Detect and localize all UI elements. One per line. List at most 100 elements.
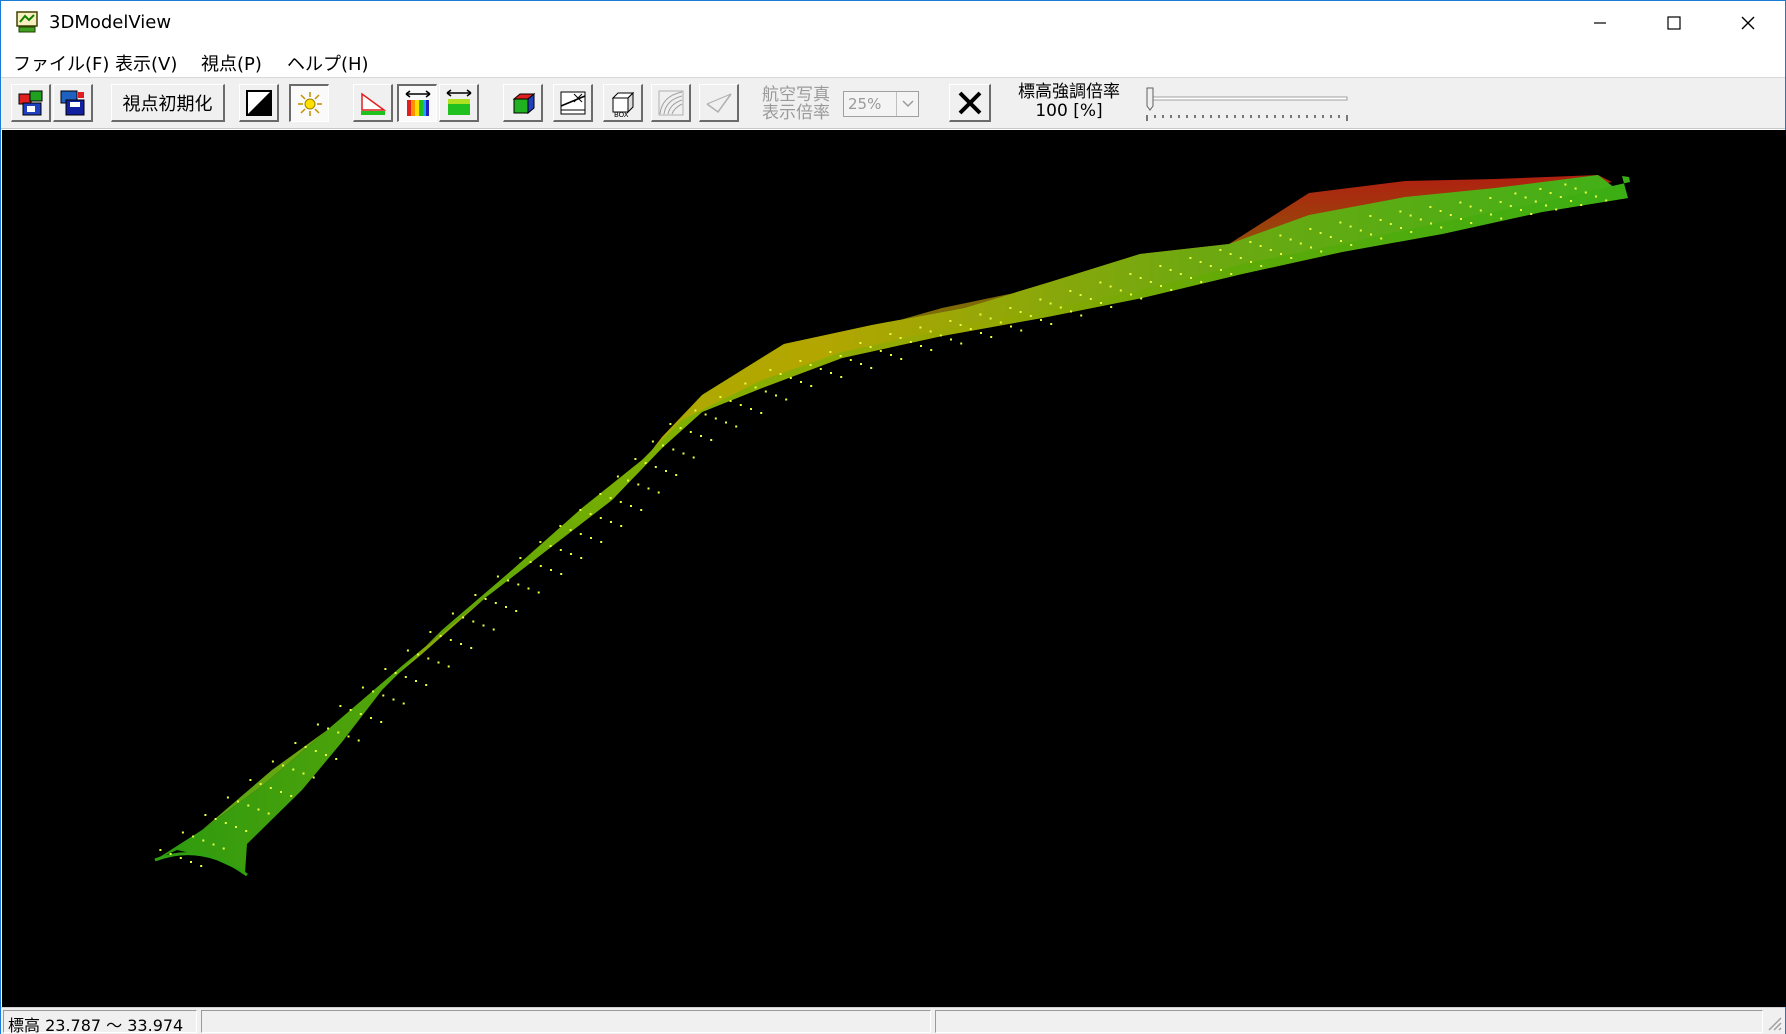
survey-point: [647, 487, 650, 490]
survey-point: [725, 421, 727, 424]
survey-point: [1139, 277, 1142, 279]
resize-grip-icon[interactable]: [1765, 1014, 1783, 1032]
close-button[interactable]: [1711, 1, 1785, 45]
survey-point: [1070, 310, 1072, 313]
survey-point: [657, 491, 660, 494]
survey-point: [267, 812, 270, 815]
survey-point: [505, 606, 507, 608]
survey-point: [1209, 265, 1212, 267]
survey-point: [979, 313, 982, 316]
menu-file[interactable]: ファイル(F): [13, 54, 110, 75]
survey-point: [449, 639, 452, 641]
survey-point: [302, 772, 305, 775]
survey-point: [1439, 210, 1442, 212]
save-file-button[interactable]: [53, 84, 93, 122]
survey-point: [600, 541, 603, 543]
survey-point: [675, 474, 678, 476]
survey-point: [775, 394, 777, 397]
survey-point: [679, 427, 682, 429]
profile-line-button[interactable]: [699, 84, 739, 122]
svg-text:BOX: BOX: [614, 111, 629, 118]
survey-point: [580, 557, 583, 559]
survey-point: [539, 541, 542, 543]
survey-point: [1239, 257, 1242, 259]
survey-point: [729, 400, 732, 402]
survey-point: [1539, 188, 1542, 190]
survey-point: [1339, 221, 1342, 224]
survey-point: [1020, 329, 1023, 332]
survey-point: [627, 479, 630, 482]
survey-point: [1559, 196, 1562, 198]
survey-point: [989, 317, 992, 320]
survey-point: [237, 800, 240, 803]
terrain-model-canvas[interactable]: [2, 130, 1786, 1007]
survey-point: [1499, 201, 1502, 203]
bounding-box-button[interactable]: BOX: [603, 84, 643, 122]
maximize-button[interactable]: [1637, 1, 1711, 45]
survey-point: [212, 843, 215, 846]
survey-point: [357, 739, 360, 742]
survey-point: [402, 702, 405, 705]
aerial-zoom-select[interactable]: 25%: [843, 91, 919, 117]
survey-point: [1279, 234, 1282, 237]
survey-point: [744, 382, 747, 385]
survey-point: [1250, 261, 1252, 263]
survey-point: [1130, 293, 1132, 296]
menu-help[interactable]: ヘルプ(H): [287, 54, 369, 75]
survey-point: [620, 525, 623, 527]
survey-point: [1299, 242, 1302, 245]
terrain-lower-surface: [155, 176, 1630, 873]
survey-point: [579, 533, 582, 535]
survey-point: [930, 349, 933, 351]
survey-point: [1219, 249, 1222, 251]
survey-point: [1059, 306, 1062, 309]
survey-point: [616, 475, 619, 478]
survey-point: [339, 705, 342, 707]
survey-point: [920, 345, 922, 347]
survey-point: [789, 377, 792, 379]
survey-point: [494, 602, 497, 604]
3d-model-viewport[interactable]: [2, 130, 1786, 1007]
survey-point: [1379, 219, 1382, 221]
survey-point: [700, 435, 702, 437]
survey-point: [1479, 209, 1482, 212]
survey-point: [710, 439, 713, 441]
cross-section-button[interactable]: [553, 84, 593, 122]
survey-point: [800, 381, 802, 383]
survey-point: [1039, 298, 1042, 301]
minimize-button[interactable]: [1563, 1, 1637, 45]
green-scale-button[interactable]: [439, 84, 479, 122]
survey-point: [939, 334, 942, 337]
survey-point: [415, 680, 417, 682]
minimize-icon: [1594, 22, 1606, 24]
clear-button[interactable]: [949, 84, 991, 122]
survey-point: [830, 372, 832, 374]
dropdown-arrow[interactable]: [896, 92, 918, 116]
menu-viewpoint[interactable]: 視点(P): [201, 54, 262, 75]
survey-point: [537, 591, 540, 594]
survey-point: [1530, 213, 1533, 215]
solid-model-button[interactable]: [503, 84, 543, 122]
elevation-emphasis-slider[interactable]: [1141, 86, 1357, 124]
survey-point: [337, 731, 340, 734]
menu-view[interactable]: 表示(V): [115, 54, 178, 75]
slider-thumb[interactable]: [1146, 87, 1154, 111]
slope-view-button[interactable]: [353, 84, 393, 122]
survey-point: [451, 612, 454, 615]
shading-button[interactable]: [239, 84, 279, 122]
open-file-button[interactable]: [11, 84, 51, 122]
light-toggle-button[interactable]: [289, 84, 329, 122]
survey-point: [1029, 315, 1032, 317]
survey-point: [1310, 246, 1312, 249]
survey-point: [460, 643, 462, 645]
survey-point: [739, 404, 742, 406]
survey-point: [222, 847, 225, 850]
survey-point: [384, 668, 387, 670]
survey-point: [1009, 307, 1012, 309]
survey-point: [1099, 281, 1102, 284]
survey-point: [496, 575, 499, 578]
contour-button[interactable]: [651, 84, 691, 122]
reset-view-button[interactable]: 視点初期化: [111, 84, 225, 122]
color-scale-button[interactable]: [397, 84, 437, 122]
survey-point: [559, 549, 562, 551]
